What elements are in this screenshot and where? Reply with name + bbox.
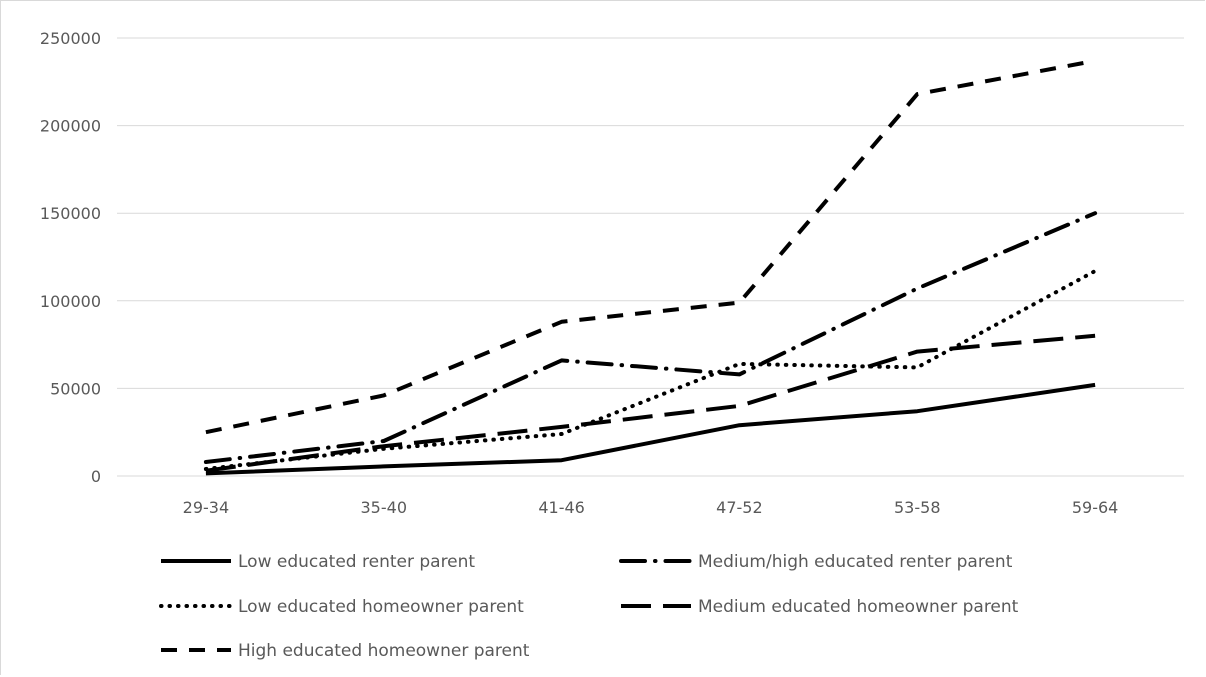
series-line-5 [205,58,1096,435]
legend-label: Low educated homeowner parent [238,597,524,617]
y-axis-tick-labels: 0 50000 100000 150000 200000 250000 [40,29,101,486]
legend-label: High educated homeowner parent [238,641,530,661]
series-line-1 [205,382,1096,476]
y-tick-label: 250000 [40,29,101,48]
series-line-4 [205,333,1096,473]
x-axis-tick-labels: 29-34 35-40 41-46 47-52 53-58 59-64 [183,498,1119,517]
gridlines [117,37,1184,477]
y-tick-label: 200000 [40,117,101,136]
legend: Low educated renter parent Medium/high ed… [159,552,1019,661]
y-tick-label: 0 [91,467,101,486]
x-tick-label: 35-40 [361,498,408,517]
x-tick-label: 53-58 [894,498,941,517]
x-tick-label: 59-64 [1072,498,1119,517]
series-lines [203,58,1098,476]
legend-label: Low educated renter parent [238,552,475,572]
series-line-2 [203,211,1098,464]
y-tick-label: 100000 [40,292,101,311]
legend-label: Medium educated homeowner parent [698,597,1019,617]
y-tick-label: 150000 [40,204,101,223]
y-tick-label: 50000 [50,379,101,398]
x-tick-label: 29-34 [183,498,230,517]
legend-label: Medium/high educated renter parent [698,552,1013,572]
x-tick-label: 47-52 [716,498,763,517]
x-tick-label: 41-46 [538,498,585,517]
